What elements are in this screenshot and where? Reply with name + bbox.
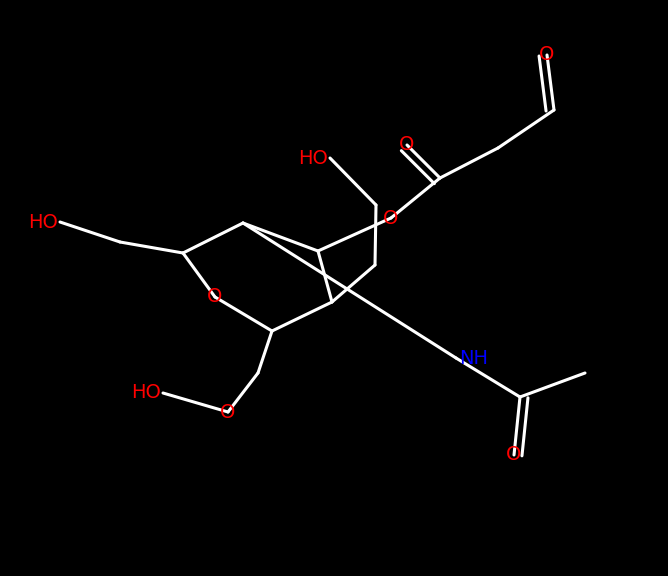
Text: NH: NH xyxy=(459,348,488,367)
Text: HO: HO xyxy=(298,149,328,168)
Text: O: O xyxy=(539,46,554,65)
Text: HO: HO xyxy=(131,384,161,403)
Text: O: O xyxy=(207,287,222,306)
Text: O: O xyxy=(220,403,236,422)
Text: O: O xyxy=(383,209,399,228)
Text: O: O xyxy=(506,445,522,464)
Text: HO: HO xyxy=(28,213,58,232)
Text: O: O xyxy=(399,135,415,154)
